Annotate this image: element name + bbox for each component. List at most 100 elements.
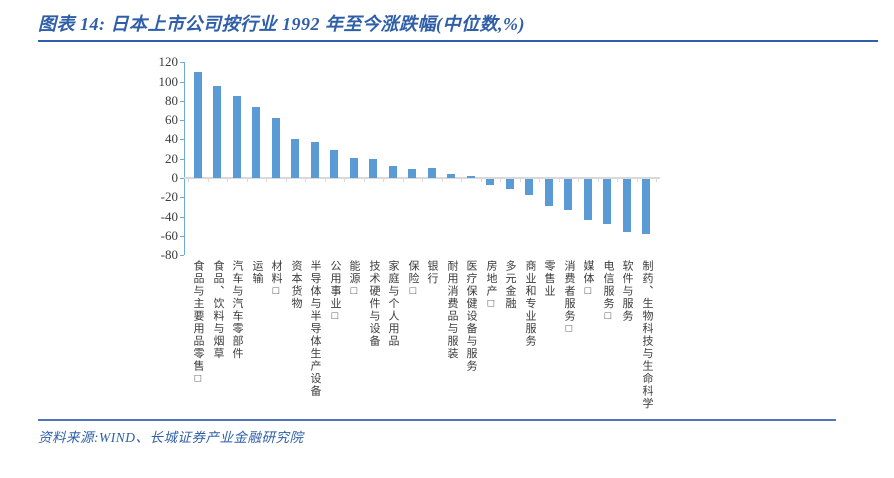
category-label: 多元金融 — [504, 260, 516, 310]
bar — [389, 166, 397, 178]
zero-baseline — [184, 177, 660, 179]
y-axis-tick — [180, 139, 184, 140]
y-axis-tick-label: 60 — [165, 112, 178, 128]
y-axis-tick — [180, 120, 184, 121]
x-axis-tick — [325, 179, 326, 182]
y-axis-tick-label: -80 — [160, 247, 178, 263]
y-axis-tick-label: 80 — [165, 92, 178, 108]
category-label: 商业和专业服务 — [524, 260, 536, 348]
category-label: 材料□ — [270, 260, 282, 299]
category-label: 房地产□ — [485, 260, 497, 311]
category-label: 运输 — [251, 260, 263, 285]
bar — [233, 95, 241, 178]
x-axis-tick — [305, 179, 306, 182]
y-axis-line — [184, 62, 185, 255]
bar — [213, 86, 221, 178]
x-axis-tick — [383, 179, 384, 182]
bar — [369, 158, 377, 178]
bar — [584, 179, 592, 221]
category-label: 零售业 — [543, 260, 555, 298]
bar — [272, 118, 280, 178]
bar — [350, 157, 358, 178]
x-axis-tick — [637, 179, 638, 182]
y-axis-tick-label: -20 — [160, 189, 178, 205]
bar — [506, 179, 514, 189]
bar — [447, 174, 455, 178]
category-label: 软件与服务 — [621, 260, 633, 323]
category-label: 耐用消费品与服装 — [446, 260, 458, 360]
y-axis-tick — [180, 197, 184, 198]
category-label: 食品与主要用品零售□ — [192, 260, 204, 386]
y-axis-tick — [180, 62, 184, 63]
x-axis-tick — [500, 179, 501, 182]
bar — [428, 168, 436, 178]
y-axis-tick — [180, 178, 184, 179]
y-axis-tick-label: 0 — [171, 170, 179, 185]
x-axis-tick — [559, 179, 560, 182]
x-axis-tick — [247, 179, 248, 182]
x-axis-tick — [403, 179, 404, 182]
x-axis-tick — [266, 179, 267, 182]
category-label: 技术硬件与设备 — [368, 260, 380, 348]
category-label: 医疗保健设备与服务 — [465, 260, 477, 373]
bar — [330, 150, 338, 178]
x-axis-tick — [598, 179, 599, 182]
category-label: 半导体与半导体生产设备 — [309, 260, 321, 398]
category-label: 保险□ — [407, 260, 419, 299]
x-axis-tick — [344, 179, 345, 182]
bar — [525, 179, 533, 196]
bar — [545, 179, 553, 207]
y-axis-tick-label: 40 — [165, 131, 178, 147]
bar — [194, 71, 202, 178]
category-label: 资本货物 — [290, 260, 302, 310]
category-label: 消费者服务□ — [563, 260, 575, 336]
category-label: 食品、饮料与烟草 — [212, 260, 224, 360]
bar — [467, 176, 475, 178]
category-label: 汽车与汽车零部件 — [231, 260, 243, 360]
x-axis-tick — [578, 179, 579, 182]
figure-title: 图表 14: 日本上市公司按行业 1992 年至今涨跌幅(中位数,%) — [38, 14, 525, 34]
y-axis-tick — [180, 217, 184, 218]
x-axis-tick — [227, 179, 228, 182]
bar — [486, 179, 494, 185]
y-axis-tick-label: -40 — [160, 208, 178, 224]
category-label: 公用事业□ — [329, 260, 341, 324]
bar — [291, 139, 299, 178]
x-axis-tick — [539, 179, 540, 182]
title-rule — [38, 40, 878, 42]
category-label: 银行 — [426, 260, 438, 285]
y-axis-tick-label: 100 — [158, 73, 179, 89]
x-axis-tick — [617, 179, 618, 182]
category-label: 家庭与个人用品 — [387, 260, 399, 348]
x-axis-tick — [422, 179, 423, 182]
x-axis-tick — [656, 179, 657, 182]
bar — [603, 179, 611, 225]
category-label: 能源□ — [348, 260, 360, 299]
x-axis-tick — [188, 179, 189, 182]
source-rule — [38, 419, 836, 421]
y-axis-tick — [180, 101, 184, 102]
bar — [311, 142, 319, 178]
x-axis-tick — [286, 179, 287, 182]
bar — [623, 179, 631, 233]
y-axis-tick — [180, 82, 184, 83]
x-axis-tick — [442, 179, 443, 182]
category-label: 媒体□ — [582, 260, 594, 299]
y-axis-tick — [180, 159, 184, 160]
x-axis-tick — [461, 179, 462, 182]
x-axis-tick — [520, 179, 521, 182]
x-axis-tick — [364, 179, 365, 182]
x-axis-tick — [481, 179, 482, 182]
category-label: 电信服务□ — [602, 260, 614, 324]
y-axis-tick-label: 20 — [165, 150, 178, 166]
bar — [252, 106, 260, 178]
bar — [564, 179, 572, 210]
y-axis-tick-label: 120 — [158, 54, 179, 70]
y-axis-tick — [180, 255, 184, 256]
source-note: 资料来源:WIND、长城证券产业金融研究院 — [38, 430, 304, 445]
y-axis-tick-label: -60 — [160, 227, 178, 243]
x-axis-tick — [208, 179, 209, 182]
bar — [408, 169, 416, 178]
bar — [642, 179, 650, 234]
